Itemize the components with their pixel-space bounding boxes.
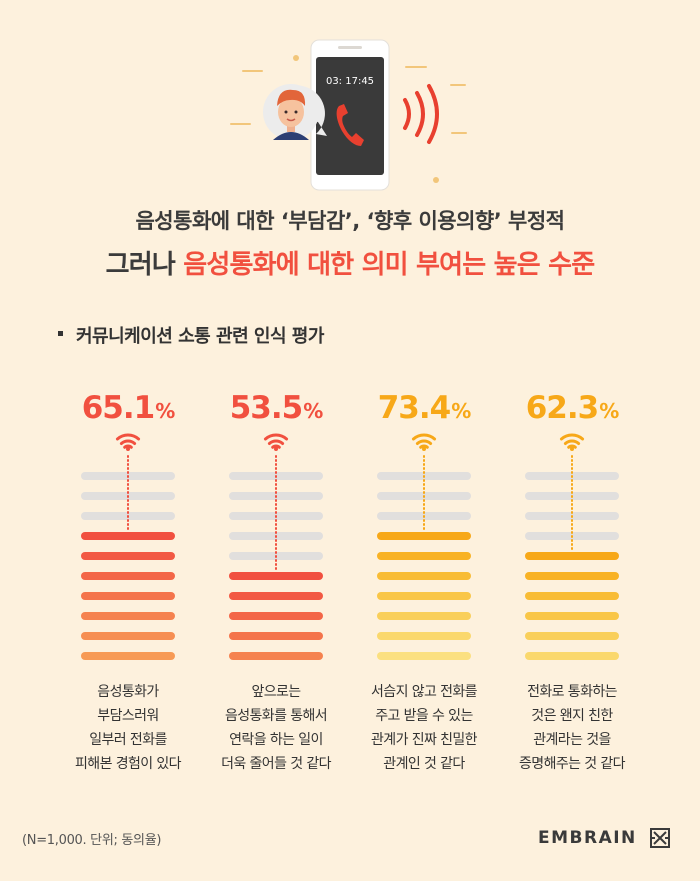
footnote: (N=1,000. 단위; 동의율): [22, 833, 162, 848]
bar-segment: [377, 572, 471, 580]
bar-segment: [525, 612, 619, 620]
headline-line-2: 그러나 음성통화에 대한 의미 부여는 높은 수준: [0, 244, 700, 281]
brand-logo-text: EMBRAIN: [538, 828, 637, 848]
bar-segment: [81, 632, 175, 640]
headline-accent: 음성통화에 대한 의미 부여는 높은 수준: [183, 250, 595, 280]
section-title: 커뮤니케이션 소통 관련 인식 평가: [58, 322, 324, 348]
wifi-icon: [411, 433, 437, 451]
section-bullet: [58, 331, 63, 336]
value-label-2: 53.5%: [206, 390, 346, 426]
bar-segment: [525, 572, 619, 580]
phone-time: 03: 17:45: [326, 76, 374, 87]
wifi-icon: [559, 433, 585, 451]
value-label-1-unit: %: [155, 399, 175, 423]
bar-segment: [525, 652, 619, 660]
bar-segment: [377, 612, 471, 620]
header-illustration: 03: 17:45: [230, 39, 467, 191]
value-label-2-number: 53.5: [229, 390, 303, 426]
value-label-1-number: 65.1: [81, 390, 155, 426]
category-label-3: 서슴지 않고 전화를 주고 받을 수 있는 관계가 진짜 친밀한 관계인 것 같…: [371, 684, 478, 772]
category-label-1: 음성통화가 부담스러워 일부러 전화를 피해본 경험이 있다: [75, 684, 182, 772]
bar-segment: [81, 552, 175, 560]
bar-segment: [525, 632, 619, 640]
section-title-text: 커뮤니케이션 소통 관련 인식 평가: [76, 326, 324, 347]
value-label-4-unit: %: [599, 399, 619, 423]
bar-segment: [377, 552, 471, 560]
bar-segment: [229, 592, 323, 600]
value-label-3-unit: %: [451, 399, 471, 423]
bar-segment: [229, 612, 323, 620]
bar-segment: [81, 592, 175, 600]
value-label-3: 73.4%: [354, 390, 494, 426]
value-label-4: 62.3%: [502, 390, 642, 426]
bar-segment: [229, 652, 323, 660]
bar-segment: [229, 572, 323, 580]
bar-segment: [81, 612, 175, 620]
bar-segment: [377, 532, 471, 540]
category-label-4: 전화로 통화하는 것은 왠지 친한 관계라는 것을 증명해주는 것 같다: [519, 684, 626, 772]
avatar-icon: [263, 84, 327, 140]
category-label-2: 앞으로는 음성통화를 통해서 연락을 하는 일이 더욱 줄어들 것 같다: [221, 684, 331, 772]
brand-logo-icon: [650, 828, 670, 848]
bar-segment: [81, 572, 175, 580]
sound-wave-icon: [403, 84, 439, 144]
bar-segment: [81, 532, 175, 540]
headline-prefix: 그러나: [105, 250, 184, 280]
wifi-icon: [115, 433, 141, 451]
bar-segment: [525, 592, 619, 600]
wifi-icon: [263, 433, 289, 451]
headline-line-1: 음성통화에 대한 ‘부담감’, ‘향후 이용의향’ 부정적: [135, 209, 565, 233]
bar-segment: [525, 552, 619, 560]
value-label-4-number: 62.3: [525, 390, 599, 426]
bar-segment: [229, 632, 323, 640]
bar-segment: [377, 652, 471, 660]
bar-segment: [377, 592, 471, 600]
bar-segment: [377, 632, 471, 640]
value-label-2-unit: %: [303, 399, 323, 423]
phone-icon: [310, 39, 390, 191]
value-label-3-number: 73.4: [377, 390, 451, 426]
value-label-1: 65.1%: [58, 390, 198, 426]
bar-segment: [81, 652, 175, 660]
